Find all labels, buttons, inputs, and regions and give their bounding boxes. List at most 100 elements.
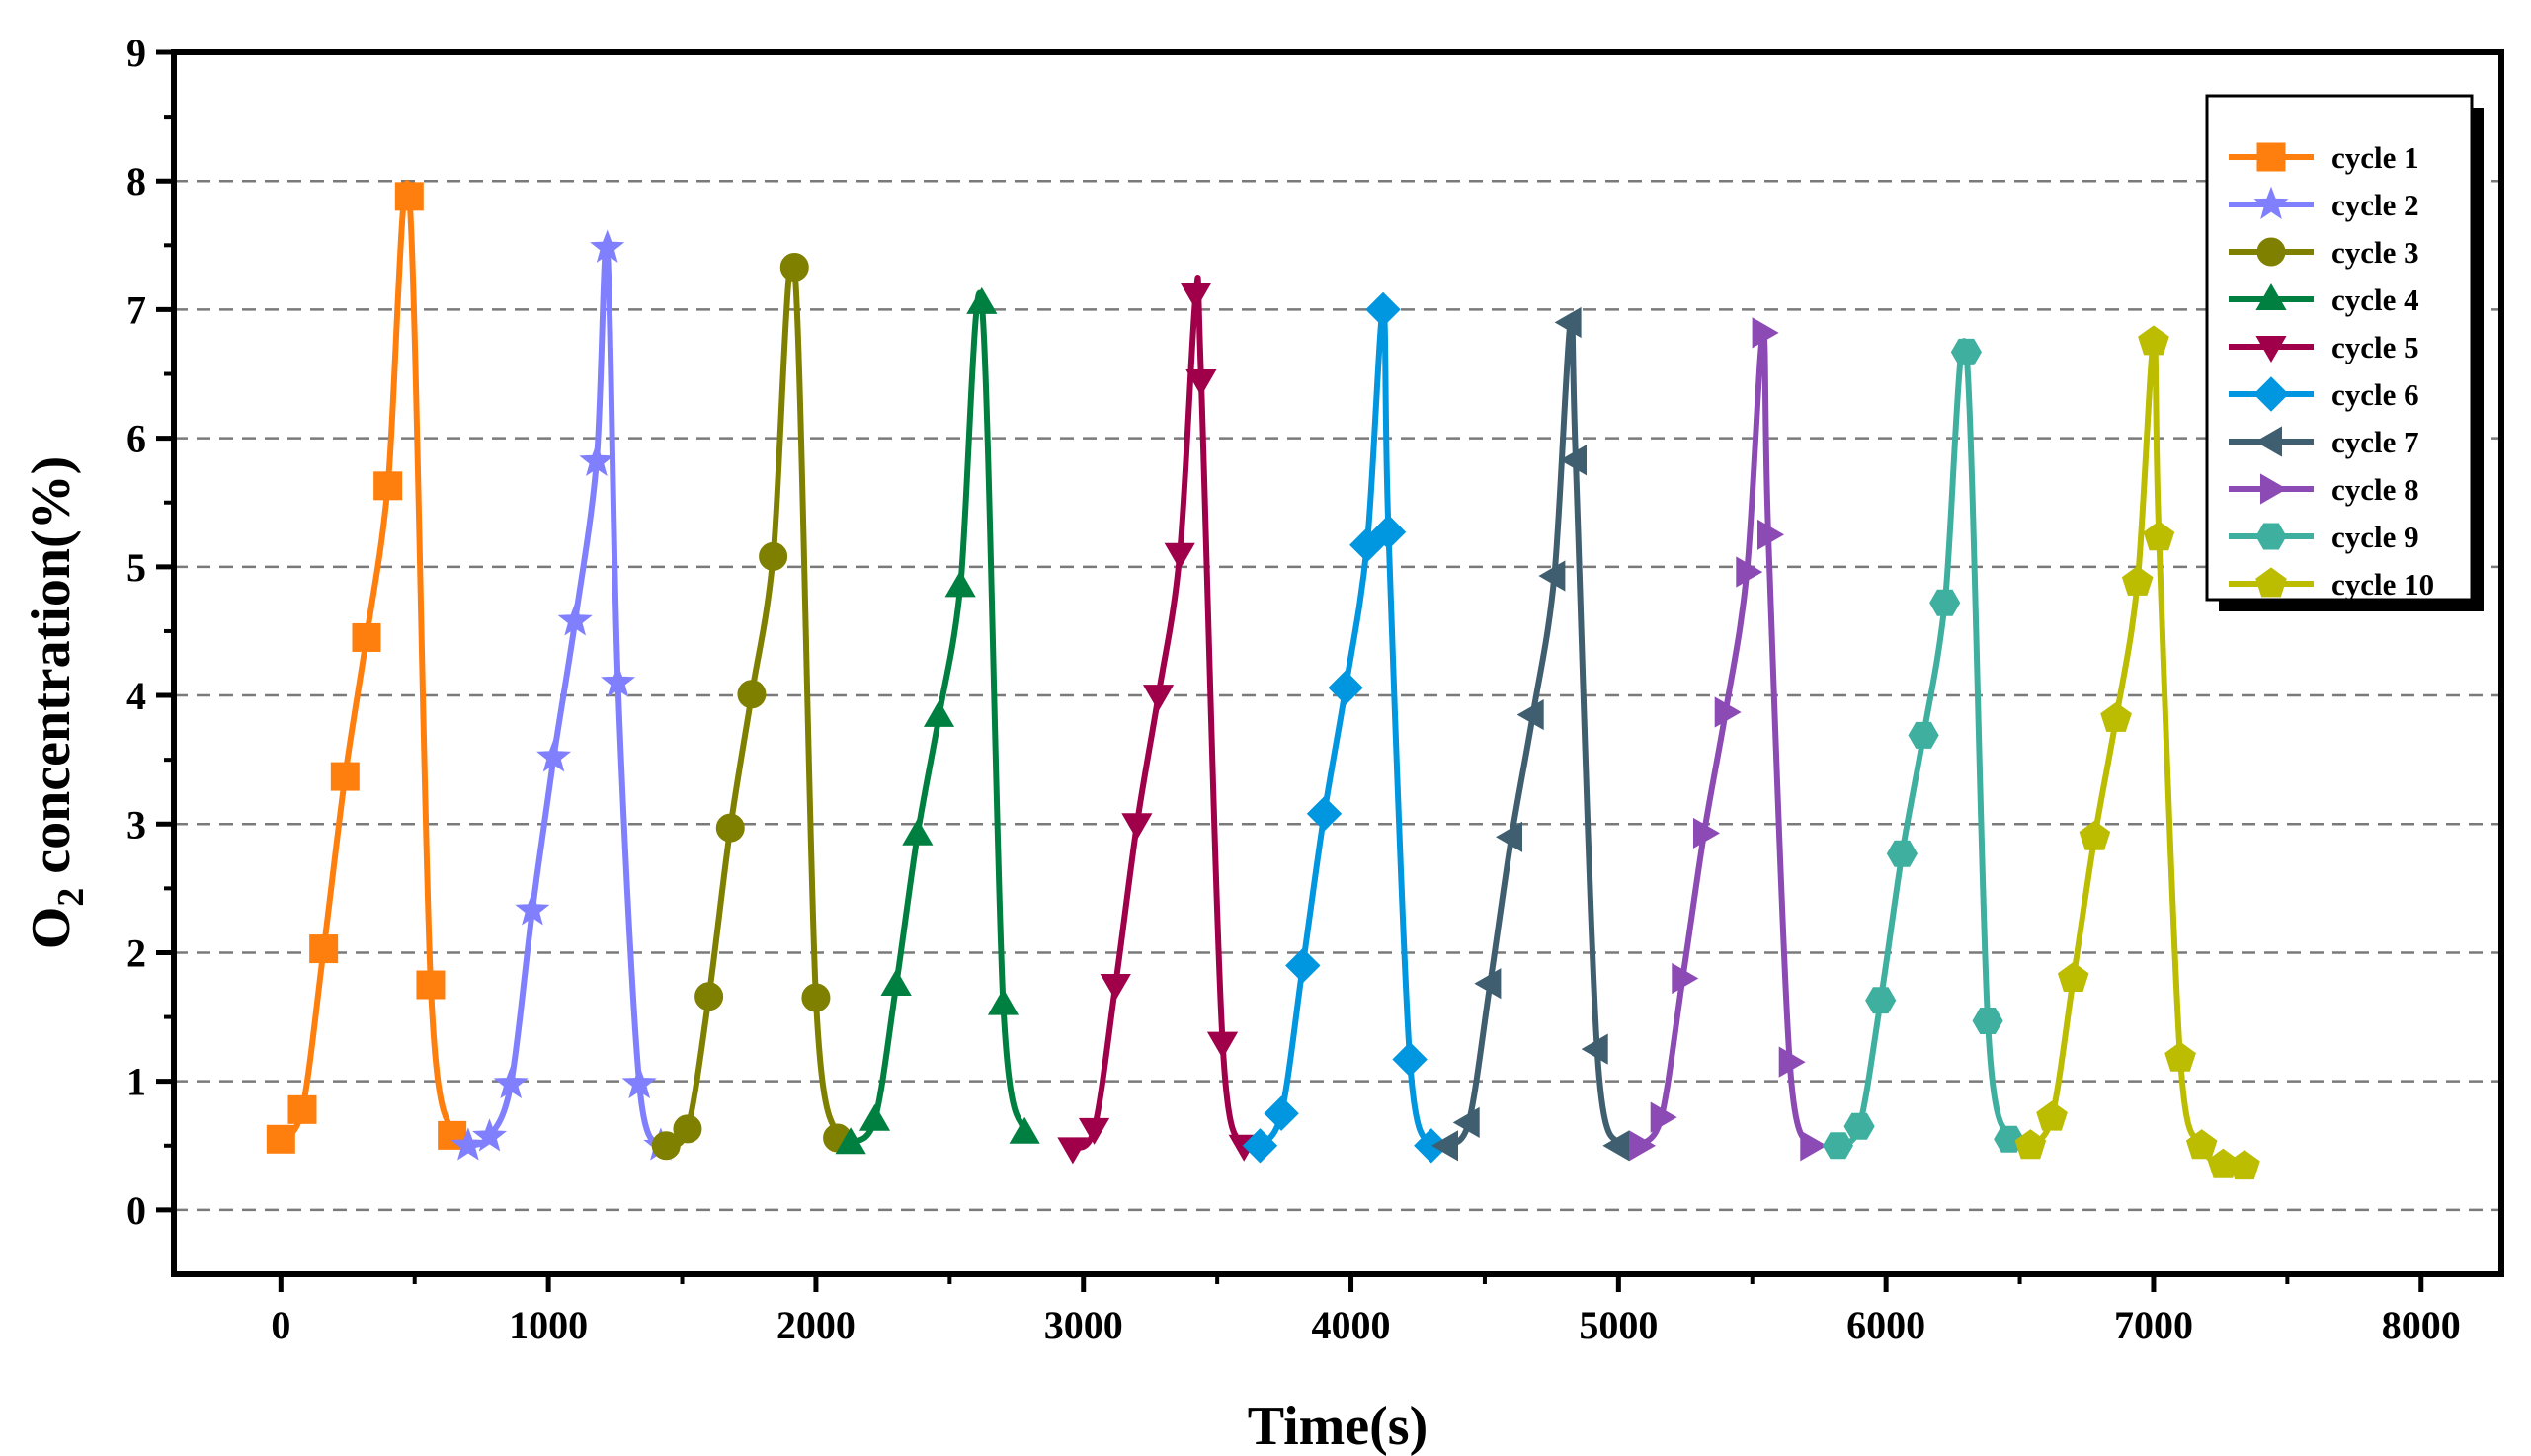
series-7-point-9 [1581,1033,1608,1065]
series-7-point-1 [1430,1130,1458,1162]
series-7-point-7 [1554,306,1582,339]
series-3-point-7 [779,252,809,282]
series-8-point-8 [1757,519,1785,550]
legend-swatch-marker-7 [2254,426,2282,457]
series-2-point-7 [579,443,614,476]
y-axis-title-rest: concentration(%) [21,456,82,888]
series-6-point-2 [1264,1095,1299,1131]
series-8-point-1 [1629,1130,1657,1162]
x-tick-label-3000: 3000 [1044,1303,1123,1347]
x-tick-label-4000: 4000 [1312,1303,1391,1347]
x-tick-label-5000: 5000 [1579,1303,1658,1347]
series-4-point-4 [902,818,934,846]
series-7-point-4 [1495,821,1522,852]
x-tick-label-6000: 6000 [1846,1303,1925,1347]
legend-label-7: cycle 7 [2331,425,2419,459]
series-2-point-1 [450,1127,486,1161]
legend-label-6: cycle 6 [2331,377,2419,412]
series-9-point-6 [1929,589,1961,616]
series-9-point-9 [1994,1125,2025,1153]
series-10-point-1 [2014,1129,2047,1160]
series-4-point-3 [880,969,912,996]
legend-label-5: cycle 5 [2331,330,2419,364]
series-9-point-1 [1822,1132,1853,1160]
legend-item-8: cycle 8 [2229,472,2419,507]
series-10-point-6 [2121,565,2154,596]
series-9-point-4 [1886,840,1918,867]
series-1-point-2 [287,1094,317,1124]
series-2-point-6 [557,603,593,636]
axes: 0 1000 2000 3000 4000 5000 6000 7000 8000 0 1 2 3 4 5 6… [126,31,2461,1347]
series-2-point-2 [472,1118,508,1152]
series-7-point-8 [1560,445,1587,476]
legend-label-1: cycle 1 [2331,140,2419,175]
series-10-point-9 [2164,1041,2196,1072]
series-8-point-2 [1650,1101,1677,1133]
series-4 [835,286,1040,1155]
series-2-point-8 [590,229,625,263]
legend-swatch-marker-9 [2255,523,2287,550]
y-tick-label-1: 1 [126,1060,146,1104]
x-tick-label-0: 0 [271,1303,290,1347]
legend-item-6: cycle 6 [2229,376,2419,412]
series-9-point-2 [1843,1112,1875,1140]
series-5-point-5 [1142,685,1175,712]
legend-item-5: cycle 5 [2229,330,2419,364]
series-6-line [1257,306,1434,1149]
y-tick-label-2: 2 [126,930,146,975]
series-9-point-3 [1865,987,1897,1014]
series-2-point-4 [515,892,550,926]
legend-label-4: cycle 4 [2331,283,2419,317]
series-5-point-8 [1185,369,1217,397]
series-6-point-1 [1242,1128,1278,1164]
legend-label-3: cycle 3 [2331,235,2419,270]
series-10-point-2 [2036,1100,2068,1131]
series-7-line [1444,315,1622,1149]
x-tick-label-8000: 8000 [2382,1303,2461,1347]
legend-item-9: cycle 9 [2229,520,2419,554]
series-4-point-1 [835,1127,866,1155]
series-7-point-3 [1474,968,1502,1000]
legend-item-7: cycle 7 [2229,425,2419,459]
series-2-point-3 [493,1065,529,1099]
x-tick-label-2000: 2000 [776,1303,856,1347]
series-1-point-5 [352,622,381,652]
series-8-point-9 [1778,1046,1806,1078]
series-9-point-7 [1950,338,1982,365]
series-2 [450,229,679,1161]
series-8-point-3 [1672,962,1699,995]
series-5-point-9 [1206,1031,1239,1059]
series-5-point-7 [1180,283,1212,310]
series-6 [1242,291,1449,1164]
series-8-point-7 [1752,317,1779,349]
series-7-point-2 [1452,1106,1480,1138]
series-5-point-3 [1100,974,1131,1001]
series-3 [651,252,853,1161]
series-2-point-10 [621,1065,657,1099]
x-axis-title: Time(s) [1248,1396,1429,1456]
series-7-point-5 [1516,699,1544,731]
series-3-point-4 [715,813,745,843]
legend-item-4: cycle 4 [2229,283,2419,317]
series-8-point-10 [1800,1130,1828,1162]
series-2-point-5 [536,739,572,772]
y-axis-title-main: O [21,907,82,950]
series-6-point-9 [1392,1041,1428,1078]
series-9-point-8 [1972,1008,2003,1034]
series-4-point-9 [1009,1116,1040,1144]
legend-swatch-marker-10 [2255,567,2287,598]
series-3-point-2 [673,1114,702,1144]
legend-item-2: cycle 2 [2229,186,2419,222]
legend-swatch-marker-4 [2255,283,2287,310]
y-axis-title: O2 concentration(%) [21,456,92,950]
series-3-point-3 [694,982,724,1011]
y-tick-label-4: 4 [126,674,146,718]
y-tick-label-7: 7 [126,287,146,332]
series-1-point-1 [266,1124,295,1154]
series-4-point-2 [858,1103,891,1131]
series-8 [1629,317,1828,1162]
series-6-point-4 [1306,796,1343,832]
series-7-point-10 [1602,1130,1630,1162]
series-5-point-4 [1121,813,1153,841]
